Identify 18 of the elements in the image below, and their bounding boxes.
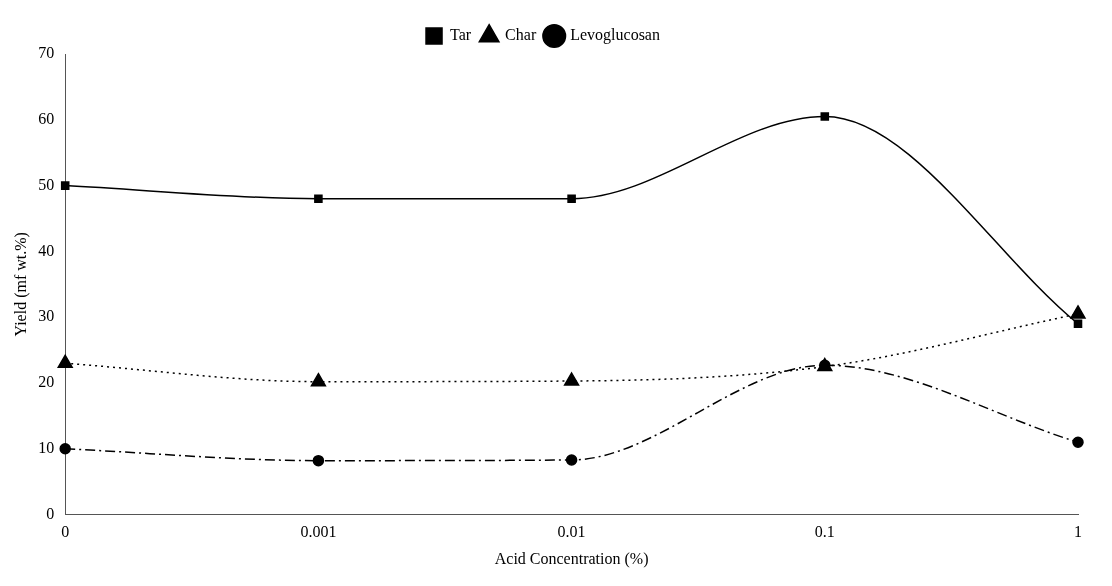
y-tick-label: 30 [38,307,55,325]
legend-label: Char [505,26,537,44]
x-axis-title: Acid Concentration (%) [494,549,649,568]
legend-label: Tar [450,26,472,44]
y-tick-label: 50 [38,175,55,193]
x-tick-label: 0 [61,523,70,541]
y-tick-label: 10 [38,439,55,456]
x-tick-label: 0.1 [814,523,835,541]
y-tick-label: 0 [46,504,55,522]
y-axis-title: Yield (mf wt.%) [11,232,30,337]
x-tick-label: 0.01 [557,523,586,541]
y-tick-label: 40 [38,241,55,259]
y-tick-label: 70 [38,44,55,62]
legend-label: Levoglucosan [570,26,660,45]
y-tick-label: 60 [38,110,55,127]
x-tick-label: 1 [1074,523,1082,541]
x-tick-label: 0.001 [300,523,337,541]
y-tick-label: 20 [38,373,55,391]
